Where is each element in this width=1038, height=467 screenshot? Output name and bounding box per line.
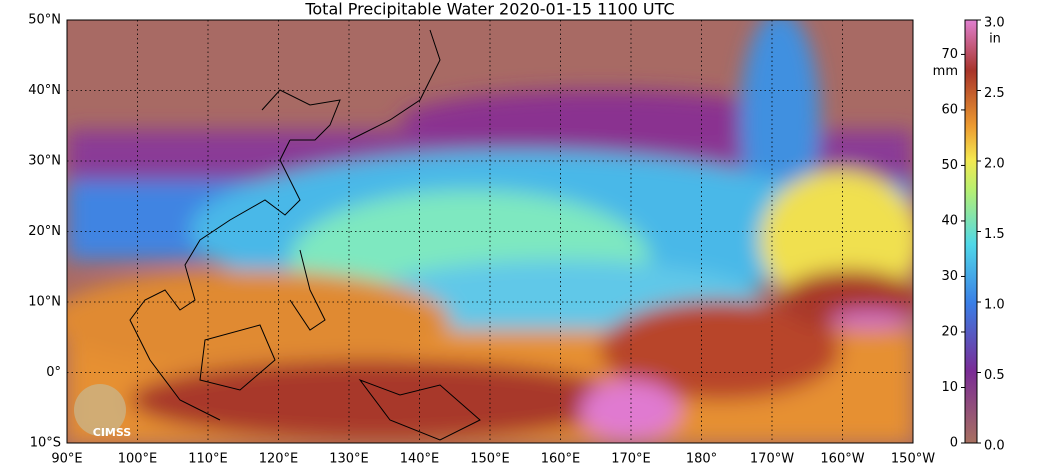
x-tick-label: 180° (686, 452, 717, 467)
in-tick-label: 1.5 (984, 227, 1005, 242)
mm-unit: mm (933, 64, 958, 79)
title: Total Precipitable Water 2020-01-15 1100… (304, 0, 674, 19)
x-tick-label: 150°E (470, 452, 510, 467)
y-tick-label: 40°N (28, 83, 61, 98)
tpw-image (67, 20, 913, 443)
x-tick-label: 140°E (400, 452, 440, 467)
in-tick-label: 3.0 (984, 16, 1005, 31)
mm-tick-label: 10 (941, 380, 958, 395)
x-tick-label: 120°E (259, 452, 299, 467)
mm-tick-label: 30 (941, 269, 958, 284)
x-tick-label: 90°E (51, 452, 82, 467)
x-tick-label: 170°E (611, 452, 651, 467)
y-tick-label: 20°N (28, 224, 61, 239)
y-tick-label: 10°N (28, 295, 61, 310)
y-tick-label: 30°N (28, 154, 61, 169)
x-tick-label: 160°E (541, 452, 581, 467)
in-unit: in (989, 32, 1001, 47)
in-tick-label: 1.0 (984, 298, 1005, 313)
colorbar (964, 19, 978, 444)
x-tick-label: 160°W (820, 452, 864, 467)
in-tick-label: 0.5 (984, 368, 1005, 383)
y-tick-label: 0° (46, 365, 61, 380)
x-tick-label: 100°E (118, 452, 158, 467)
x-tick-label: 150°W (891, 452, 935, 467)
y-tick-label: 10°S (30, 436, 61, 451)
mm-tick-label: 70 (941, 47, 958, 62)
mm-tick-label: 60 (941, 102, 958, 117)
logo: CIMSS (74, 384, 131, 439)
x-tick-label: 170°W (750, 452, 794, 467)
logo-text: CIMSS (93, 426, 132, 439)
mm-tick-label: 40 (941, 213, 958, 228)
in-tick-label: 2.0 (984, 157, 1005, 172)
mm-tick-label: 0 (950, 436, 958, 451)
mm-tick-label: 50 (941, 158, 958, 173)
y-tick-label: 50°N (28, 13, 61, 28)
mm-tick-label: 20 (941, 324, 958, 339)
x-tick-label: 130°E (329, 452, 369, 467)
in-tick-label: 2.5 (984, 86, 1005, 101)
x-tick-label: 110°E (188, 452, 228, 467)
in-tick-label: 0.0 (984, 439, 1005, 454)
